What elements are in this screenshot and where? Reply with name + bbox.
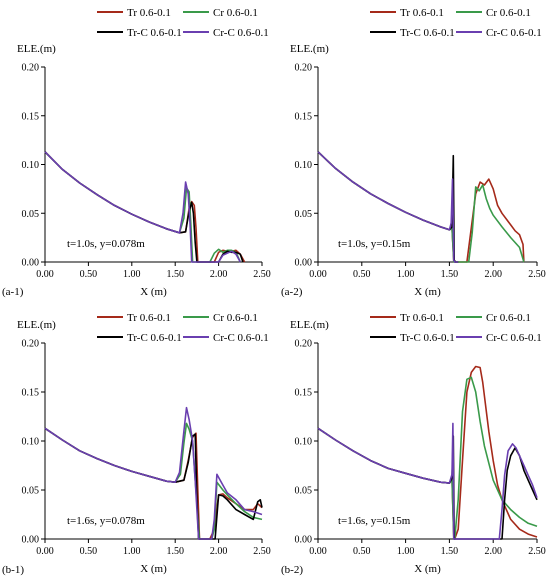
x-tick-label: 0.00 [309, 269, 327, 280]
annotation-text: t=1.6s, y=0.078m [67, 515, 145, 527]
series-line-cr-c-0.6-0.1 [44, 151, 242, 263]
x-tick-label: 0.50 [353, 269, 371, 280]
y-tick-label: 0.05 [295, 486, 313, 497]
x-tick-label: 1.50 [166, 546, 184, 557]
y-tick-label: 0.20 [22, 339, 40, 350]
x-tick-label: 0.50 [80, 269, 98, 280]
panel-label: (b-1) [2, 564, 24, 576]
panel-label: (a-2) [281, 286, 303, 298]
y-tick-label: 0.05 [22, 209, 40, 220]
y-tick-label: 0.20 [22, 63, 40, 74]
x-axis-title: X (m) [140, 563, 167, 575]
legend-label: Tr 0.6-0.1 [400, 7, 444, 19]
legend-label: Tr-C 0.6-0.1 [127, 332, 182, 344]
y-tick-label: 0.15 [295, 111, 313, 122]
y-tick-label: 0.20 [295, 339, 313, 350]
x-tick-label: 2.50 [528, 269, 546, 280]
x-axis-title: X (m) [140, 286, 167, 298]
annotation-text: t=1.6s, y=0.15m [338, 515, 411, 527]
x-tick-label: 1.50 [441, 546, 459, 557]
x-tick-label: 1.50 [441, 269, 459, 280]
legend-label: Tr-C 0.6-0.1 [400, 332, 455, 344]
y-axis-title: ELE.(m) [17, 319, 56, 331]
legend-label: Cr 0.6-0.1 [213, 312, 258, 324]
panel-label: (a-1) [2, 286, 24, 298]
legend-label: Tr 0.6-0.1 [400, 312, 444, 324]
legend-label: Cr-C 0.6-0.1 [486, 332, 542, 344]
series-line-cr-c-0.6-0.1 [317, 422, 538, 540]
y-tick-label: 0.10 [22, 160, 40, 171]
x-tick-label: 2.50 [253, 546, 271, 557]
y-tick-label: 0.20 [295, 63, 313, 74]
x-axis-title: X (m) [414, 563, 441, 575]
y-tick-label: 0.00 [295, 258, 313, 269]
y-tick-label: 0.05 [295, 209, 313, 220]
chart-panel-a-1: Tr 0.6-0.1 Cr 0.6-0.1 Tr-C 0.6-0.1 Cr-C 0.6… [2, 7, 271, 298]
legend-label: Cr-C 0.6-0.1 [486, 27, 542, 39]
y-tick-label: 0.10 [295, 160, 313, 171]
legend-label: Cr-C 0.6-0.1 [213, 27, 269, 39]
series-line-cr-c-0.6-0.1 [317, 151, 459, 263]
legend-label: Cr-C 0.6-0.1 [213, 332, 269, 344]
y-tick-label: 0.10 [295, 437, 313, 448]
y-tick-label: 0.00 [22, 535, 40, 546]
x-tick-label: 1.00 [123, 546, 141, 557]
legend-label: Cr 0.6-0.1 [486, 312, 531, 324]
x-tick-label: 0.00 [36, 546, 54, 557]
legend-label: Tr 0.6-0.1 [127, 7, 171, 19]
y-tick-label: 0.00 [295, 535, 313, 546]
x-tick-label: 2.00 [484, 546, 502, 557]
x-tick-label: 0.50 [353, 546, 371, 557]
x-tick-label: 0.00 [36, 269, 54, 280]
y-tick-label: 0.15 [22, 111, 40, 122]
x-tick-label: 1.50 [166, 269, 184, 280]
x-axis-title: X (m) [414, 286, 441, 298]
x-tick-label: 2.00 [210, 269, 228, 280]
y-tick-label: 0.00 [22, 258, 40, 269]
legend-label: Tr-C 0.6-0.1 [127, 27, 182, 39]
x-tick-label: 2.50 [253, 269, 271, 280]
legend-label: Cr 0.6-0.1 [486, 7, 531, 19]
x-tick-label: 2.00 [484, 269, 502, 280]
legend-label: Cr 0.6-0.1 [213, 7, 258, 19]
chart-panel-b-2: Tr 0.6-0.1 Cr 0.6-0.1 Tr-C 0.6-0.1 Cr-C 0.6… [281, 312, 546, 576]
x-tick-label: 2.50 [528, 546, 546, 557]
annotation-text: t=1.0s, y=0.078m [67, 238, 145, 250]
y-axis-title: ELE.(m) [290, 319, 329, 331]
legend-label: Tr 0.6-0.1 [127, 312, 171, 324]
x-tick-label: 2.00 [210, 546, 228, 557]
x-tick-label: 0.00 [309, 546, 327, 557]
series-line-cr-c-0.6-0.1 [44, 406, 263, 540]
chart-panel-a-2: Tr 0.6-0.1 Cr 0.6-0.1 Tr-C 0.6-0.1 Cr-C 0.6… [281, 7, 546, 298]
y-tick-label: 0.15 [22, 388, 40, 399]
x-tick-label: 0.50 [80, 546, 98, 557]
panel-label: (b-2) [281, 564, 303, 576]
y-tick-label: 0.05 [22, 486, 40, 497]
x-tick-label: 1.00 [123, 269, 141, 280]
y-tick-label: 0.10 [22, 437, 40, 448]
x-tick-label: 1.00 [397, 269, 415, 280]
legend-label: Tr-C 0.6-0.1 [400, 27, 455, 39]
x-tick-label: 1.00 [397, 546, 415, 557]
annotation-text: t=1.0s, y=0.15m [338, 238, 411, 250]
y-axis-title: ELE.(m) [17, 43, 56, 55]
chart-panel-b-1: Tr 0.6-0.1 Cr 0.6-0.1 Tr-C 0.6-0.1 Cr-C 0.6… [2, 312, 271, 576]
y-tick-label: 0.15 [295, 388, 313, 399]
y-axis-title: ELE.(m) [290, 43, 329, 55]
